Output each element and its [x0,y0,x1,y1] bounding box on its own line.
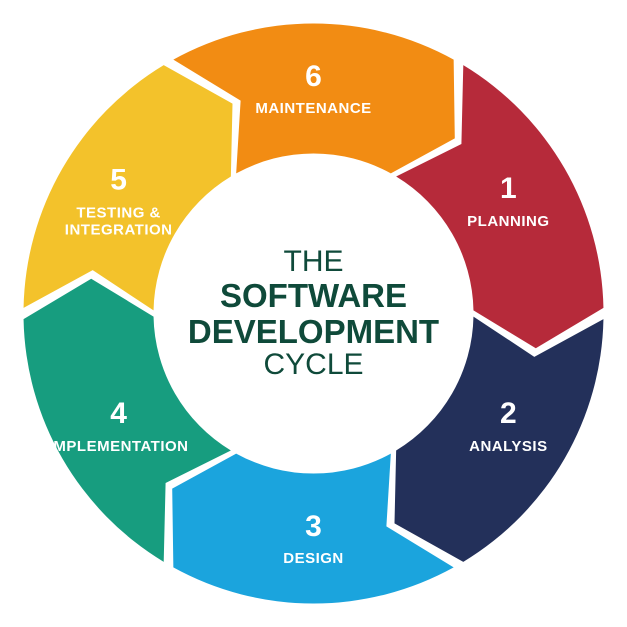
cycle-segment-2 [394,317,603,562]
sdlc-cycle-diagram: THESOFTWAREDEVELOPMENTCYCLE 4IMPLEMENTAT… [0,0,627,627]
cycle-ring [0,0,627,627]
cycle-segment-5 [24,65,233,310]
